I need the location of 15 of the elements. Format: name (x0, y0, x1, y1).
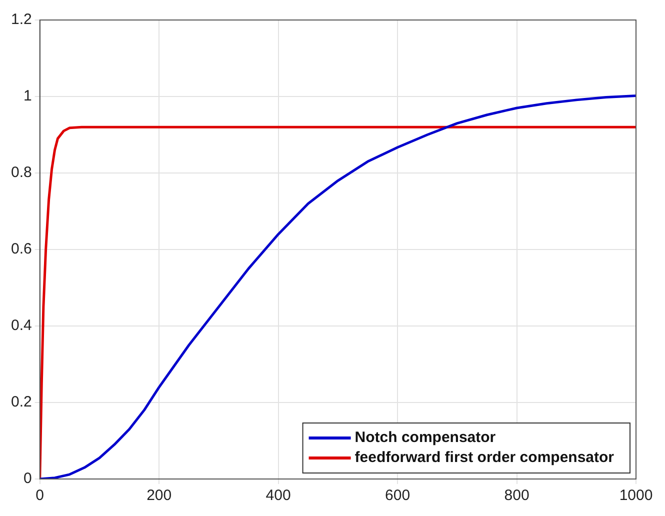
x-tick-label: 200 (146, 487, 172, 504)
x-tick-label: 400 (266, 487, 291, 504)
legend-label: feedforward first order compensator (354, 449, 614, 466)
y-tick-label: 0.8 (10, 164, 32, 182)
y-tick-label: 0.6 (10, 240, 32, 258)
y-tick-label: 0.2 (10, 394, 32, 411)
legend-label: Notch compensator (354, 429, 496, 446)
y-tick-label: 0 (24, 470, 32, 488)
x-tick-label: 1000 (619, 487, 653, 504)
y-tick-label: 0.4 (10, 317, 32, 334)
y-tick-label: 1.2 (10, 11, 32, 28)
x-tick-label: 600 (385, 487, 410, 504)
x-tick-label: 0 (36, 487, 44, 504)
y-tick-label: 1 (24, 88, 32, 105)
x-tick-label: 800 (504, 487, 530, 504)
